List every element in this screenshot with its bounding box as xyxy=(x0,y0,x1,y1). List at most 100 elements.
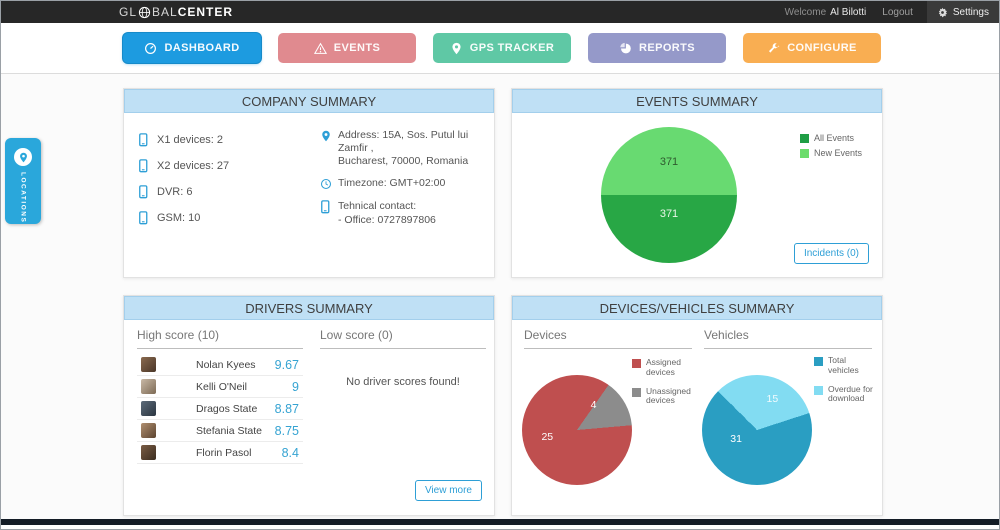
panel-title: EVENTS SUMMARY xyxy=(512,89,882,113)
legend-label: Overdue for download xyxy=(828,383,873,404)
device-icon xyxy=(138,185,149,199)
panel-title: COMPANY SUMMARY xyxy=(124,89,494,113)
legend-swatch xyxy=(799,134,809,143)
pie-value-unassigned: 4 xyxy=(590,398,597,411)
legend-swatch xyxy=(799,149,809,159)
welcome-label: Welcome xyxy=(784,6,827,18)
locations-side-tab[interactable]: LOCATIONS xyxy=(5,138,41,224)
device-count-label: GSM: 10 xyxy=(157,212,201,224)
avatar xyxy=(141,401,156,416)
legend-label: Total vehicles xyxy=(828,355,859,375)
company-summary-panel: COMPANY SUMMARY X1 devices: 2 X2 devices… xyxy=(123,88,495,278)
clock-icon xyxy=(320,177,332,191)
logout-link[interactable]: Logout xyxy=(882,6,913,18)
list-item: X2 devices: 27 xyxy=(138,153,229,179)
brand-text-left: GL xyxy=(119,5,138,19)
high-score-list: Nolan Kyees 9.67 Kelli O'Neil 9 Dragos S… xyxy=(137,354,303,464)
vehicles-pie-chart: 31 15 xyxy=(702,375,812,485)
legend-swatch xyxy=(632,387,641,397)
list-item: X1 devices: 2 xyxy=(138,127,229,153)
devices-legend: Assigned devices Unassigned devices xyxy=(632,357,696,407)
wrench-icon xyxy=(767,42,780,55)
settings-button[interactable]: Settings xyxy=(926,1,999,23)
tab-dashboard[interactable]: DASHBOARD xyxy=(123,33,261,63)
pie-value-overdue: 15 xyxy=(766,393,779,406)
legend-label: Assigned devices xyxy=(646,357,681,377)
low-score-header: Low score (0) xyxy=(320,328,486,349)
high-score-header: High score (10) xyxy=(137,328,303,349)
brand-text-bold: CENTER xyxy=(177,5,234,19)
panel-title: DRIVERS SUMMARY xyxy=(124,296,494,320)
legend-label: Unassigned devices xyxy=(646,385,691,406)
list-item: DVR: 6 xyxy=(138,179,229,205)
device-count-label: X2 devices: 27 xyxy=(157,160,230,172)
phone-icon xyxy=(320,200,332,214)
devices-vehicles-summary-panel: DEVICES/VEHICLES SUMMARY Devices Vehicle… xyxy=(511,295,883,516)
legend-swatch xyxy=(814,385,823,395)
avatar xyxy=(141,423,156,438)
events-summary-panel: EVENTS SUMMARY All Events New Events 371… xyxy=(511,88,883,278)
driver-score: 9 xyxy=(292,379,299,394)
vehicles-legend: Total vehicles Overdue for download xyxy=(814,355,878,405)
legend-item: All Events xyxy=(799,133,862,143)
driver-name: Nolan Kyees xyxy=(196,358,256,371)
tab-label: DASHBOARD xyxy=(164,42,240,54)
driver-score: 9.67 xyxy=(274,357,299,372)
brand-logo: GL BAL CENTER xyxy=(119,5,233,19)
table-row: Stefania State 8.75 xyxy=(137,420,303,442)
timezone-text: Timezone: GMT+02:00 xyxy=(338,177,446,190)
globe-icon xyxy=(138,6,151,19)
address-text: Address: 15A, Sos. Putul lui Zamfir , Buc… xyxy=(338,129,469,168)
warning-triangle-icon xyxy=(313,42,327,55)
brand-text-mid: BAL xyxy=(152,5,178,19)
gauge-icon xyxy=(144,42,157,55)
map-pin-icon xyxy=(320,129,332,143)
device-icon xyxy=(138,211,149,225)
drivers-summary-panel: DRIVERS SUMMARY High score (10) Low scor… xyxy=(123,295,495,516)
driver-name: Dragos State xyxy=(196,402,258,415)
tab-reports[interactable]: REPORTS xyxy=(588,33,726,63)
tab-gps-tracker[interactable]: GPS TRACKER xyxy=(433,33,571,63)
nav-tabs: DASHBOARD EVENTS GPS TRACKER REPORTS xyxy=(123,33,881,63)
view-more-button[interactable]: View more xyxy=(414,480,482,501)
incidents-button[interactable]: Incidents (0) xyxy=(793,243,869,264)
timezone-item: Timezone: GMT+02:00 xyxy=(320,177,488,191)
list-item: GSM: 10 xyxy=(138,205,229,231)
driver-name: Stefania State xyxy=(196,424,262,437)
pie-value-new-events: 371 xyxy=(659,156,679,169)
tab-label: GPS TRACKER xyxy=(469,42,555,54)
legend-swatch xyxy=(632,359,641,368)
tab-label: CONFIGURE xyxy=(787,42,857,54)
company-info-column: Address: 15A, Sos. Putul lui Zamfir , Buc… xyxy=(320,129,488,236)
footer-strip xyxy=(1,519,999,525)
avatar xyxy=(141,445,156,460)
legend-item: Assigned devices xyxy=(632,357,696,378)
device-icon xyxy=(138,133,149,147)
settings-label: Settings xyxy=(952,6,989,18)
legend-item: Unassigned devices xyxy=(632,385,696,407)
main-nav: DASHBOARD EVENTS GPS TRACKER REPORTS xyxy=(1,23,999,74)
events-pie-chart: 371 371 xyxy=(601,127,737,263)
driver-score: 8.75 xyxy=(274,423,299,438)
tab-label: REPORTS xyxy=(639,42,695,54)
driver-score: 8.87 xyxy=(274,401,299,416)
driver-name: Kelli O'Neil xyxy=(196,380,248,393)
legend-item: New Events xyxy=(799,148,862,159)
avatar xyxy=(141,379,156,394)
avatar xyxy=(141,357,156,372)
contact-text: Tehnical contact: - Office: 0727897806 xyxy=(338,200,436,226)
tab-events[interactable]: EVENTS xyxy=(278,33,416,63)
pie-chart-icon xyxy=(619,42,632,55)
tab-configure[interactable]: CONFIGURE xyxy=(743,33,881,63)
pie-value-assigned: 25 xyxy=(541,430,554,443)
device-count-label: X1 devices: 2 xyxy=(157,134,224,146)
table-row: Florin Pasol 8.4 xyxy=(137,442,303,464)
legend-item: Overdue for download xyxy=(814,383,878,405)
device-icon xyxy=(138,159,149,173)
table-row: Nolan Kyees 9.67 xyxy=(137,354,303,376)
table-row: Kelli O'Neil 9 xyxy=(137,376,303,398)
pie-value-all-events: 371 xyxy=(659,208,679,221)
legend-label: All Events xyxy=(813,133,854,143)
topbar: GL BAL CENTER Welcome Al Bilotti Logout S… xyxy=(1,1,999,23)
